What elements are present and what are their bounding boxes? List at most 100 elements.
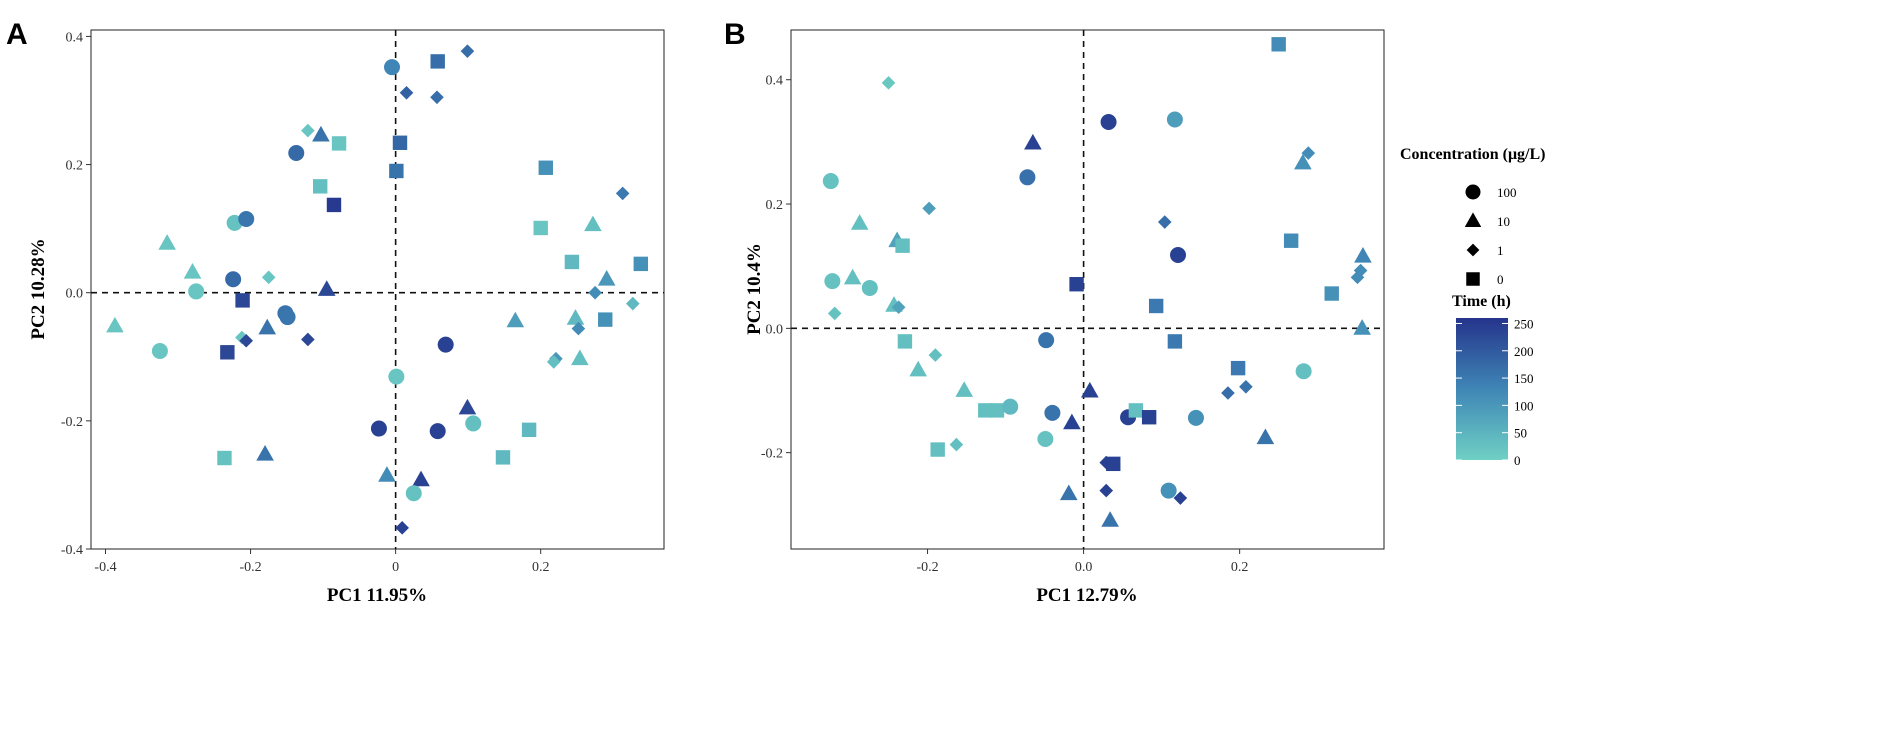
panel-a-point-circle	[188, 283, 205, 300]
panel-a-point-square	[235, 293, 250, 308]
panel-a-point-square	[326, 197, 342, 213]
panel-a-point-circle	[465, 415, 482, 432]
panel-b-point-circle	[1100, 113, 1117, 130]
panel-b-point-square	[1271, 37, 1286, 52]
panel-b-plot-border	[790, 29, 1385, 550]
panel-b-point-circle	[1295, 363, 1312, 380]
panel-b-x-tick-label: 0.0	[1075, 560, 1093, 575]
panel-a-point-circle	[279, 309, 296, 326]
panel-b-point-circle	[1019, 169, 1036, 186]
panel-a-point-triangle	[566, 309, 585, 325]
legend-shape-diamond	[1466, 243, 1480, 257]
panel-a-point-square	[389, 163, 404, 179]
legend-time-title: Time (h)	[1452, 293, 1511, 310]
panel-a-point-triangle	[183, 263, 202, 279]
panel-a-point-diamond	[588, 285, 602, 300]
panel-a-marks: -0.4 -0.2 0 0.2 -0.4 -0.2 0.0 0.2 0.4	[61, 30, 664, 575]
panel-a-point-circle	[405, 485, 422, 502]
panel-b-point-diamond	[1239, 379, 1253, 394]
legend-time-tick-label: 0	[1514, 453, 1521, 468]
panel-a-point-square	[598, 312, 613, 327]
panel-a-y-tick-label: 0.4	[66, 30, 84, 45]
panel-b-point-square	[1230, 360, 1246, 376]
panel-a-point-circle	[238, 211, 255, 228]
legend-shape-circle	[1465, 184, 1481, 200]
panel-b-y-axis-title: PC2 10.4%	[744, 243, 765, 335]
panel-b-x-axis-title: PC1 12.79%	[1036, 585, 1137, 606]
panel-a-x-tick-label: -0.2	[239, 560, 261, 575]
panel-a-point-square	[331, 136, 347, 151]
panel-b-x-tick-label: 0.2	[1231, 560, 1249, 575]
panel-a-point-diamond	[571, 321, 586, 336]
panel-b-point-diamond	[1353, 263, 1368, 278]
panel-a-point-square	[633, 256, 648, 272]
panel-b-point-diamond	[827, 306, 842, 321]
legend-shape-triangle	[1464, 212, 1482, 227]
panel-a-y-tick-label: 0.2	[66, 159, 84, 174]
panel-b-point-triangle	[850, 214, 869, 230]
legend-time-tick-label: 200	[1514, 344, 1534, 359]
panel-b-point-circle	[1166, 111, 1183, 128]
panel-a-x-axis-title: PC1 11.95%	[327, 585, 427, 606]
panel-b-point-diamond	[1157, 215, 1172, 229]
panel-b-y-tick-label: 0.0	[766, 322, 784, 337]
panel-b-point-circle	[1038, 332, 1055, 349]
panel-a-point-diamond	[615, 186, 630, 201]
panel-b-point-circle	[822, 173, 839, 190]
panel-b-point-triangle	[909, 360, 927, 377]
panel-a-point-circle	[225, 271, 242, 288]
panel-b-point-square	[1283, 233, 1299, 248]
panel-a-point-triangle	[256, 444, 274, 461]
panel-a-point-diamond	[235, 330, 249, 345]
panel-a: A -0.4 -0.2 0 0.2 -0.4 -0.2 0.0 0.2 0.4 PC1 11.9…	[6, 18, 665, 606]
panel-b-point-circle	[861, 279, 878, 296]
panel-a-x-tick-label: -0.4	[94, 560, 116, 575]
panel-a-plot-border	[90, 29, 665, 550]
panel-a-point-diamond	[301, 123, 315, 138]
panel-b-letter: B	[724, 18, 746, 51]
panel-a-point-triangle	[571, 349, 589, 366]
panel-a-point-diamond	[546, 355, 561, 369]
panel-b-point-diamond	[1301, 146, 1316, 160]
panel-a-point-square	[430, 54, 445, 69]
panel-b-point-triangle	[1354, 247, 1372, 263]
panel-a-point-triangle	[258, 318, 277, 335]
panel-b-point-diamond	[1173, 491, 1188, 505]
panel-b-point-diamond	[949, 437, 964, 452]
panel-a-y-tick-label: 0.0	[66, 287, 84, 302]
panel-a-point-triangle	[412, 470, 430, 487]
panel-a-y-tick-label: -0.4	[61, 543, 83, 558]
panel-a-y-axis-title: PC2 10.28%	[28, 238, 49, 339]
panel-b-point-triangle	[1256, 428, 1275, 445]
panel-a-point-circle	[370, 420, 387, 437]
panel-a-point-circle	[429, 423, 446, 440]
panel-a-x-tick-label: 0.2	[532, 560, 550, 575]
panel-b-point-diamond	[1221, 386, 1235, 400]
panel-a-point-triangle	[317, 280, 336, 296]
panel-a-point-square	[220, 345, 235, 360]
panel-b-y-tick-label: 0.2	[766, 198, 784, 213]
panel-a-point-circle	[384, 59, 401, 76]
panel-b-point-diamond	[891, 300, 906, 315]
legend-concentration-label: 10	[1497, 214, 1510, 229]
panel-b-point-circle	[1037, 430, 1054, 447]
panel-a-point-diamond	[626, 296, 640, 311]
panel-b-point-triangle	[955, 381, 974, 397]
panel-a-point-triangle	[378, 466, 396, 482]
panel-a-point-diamond	[399, 85, 414, 100]
panel-b-point-square	[897, 334, 913, 349]
legend-time-tick-label: 250	[1514, 316, 1534, 331]
panel-b-point-triangle	[1101, 511, 1119, 527]
panel-a-point-diamond	[301, 332, 315, 347]
legend-concentration-label: 1	[1497, 243, 1504, 258]
panel-a-point-triangle	[506, 311, 525, 328]
panel-a-point-diamond	[395, 521, 409, 535]
panel-b-point-square	[1167, 334, 1183, 349]
panel-a-point-triangle	[584, 215, 602, 232]
panel-b-point-triangle	[1024, 133, 1042, 150]
panel-b-point-circle	[824, 273, 841, 290]
panel-a-point-square	[495, 450, 511, 465]
panel-a-point-square	[313, 179, 328, 194]
